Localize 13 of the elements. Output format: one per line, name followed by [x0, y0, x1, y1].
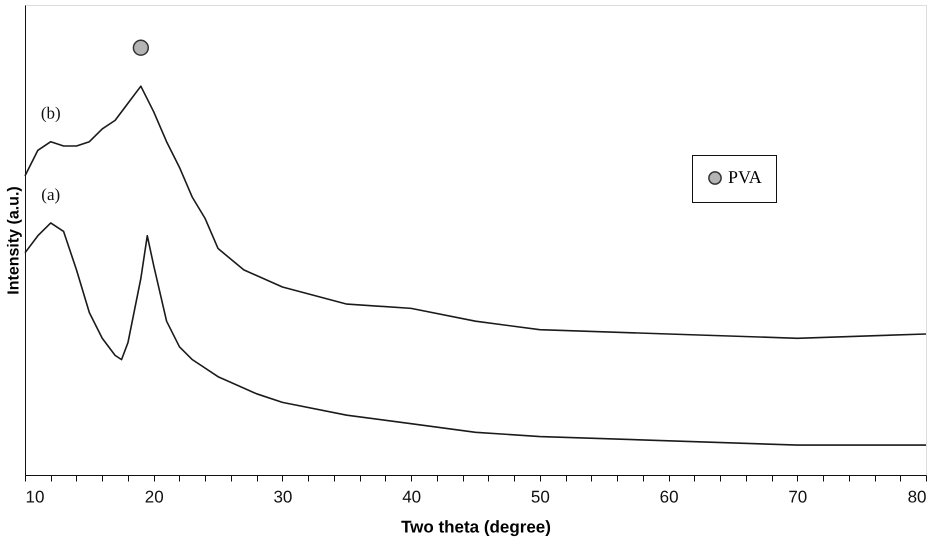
x-tick-label: 80: [908, 488, 926, 506]
x-tick-label: 40: [402, 488, 422, 506]
x-tick-label: 60: [660, 488, 679, 506]
x-tick-label: 30: [273, 488, 292, 506]
series-label: (a): [41, 184, 60, 204]
x-tick-label: 70: [788, 488, 808, 506]
series-label: (b): [40, 104, 61, 123]
x-tick-label: 50: [530, 488, 550, 506]
x-tick-label: 10: [26, 488, 44, 506]
x-axis-title: Two theta (degree): [401, 518, 551, 536]
x-tick-label: 20: [144, 488, 164, 506]
y-axis-title: Intensity (a.u.): [6, 186, 22, 295]
legend-label: PVA: [728, 167, 762, 187]
